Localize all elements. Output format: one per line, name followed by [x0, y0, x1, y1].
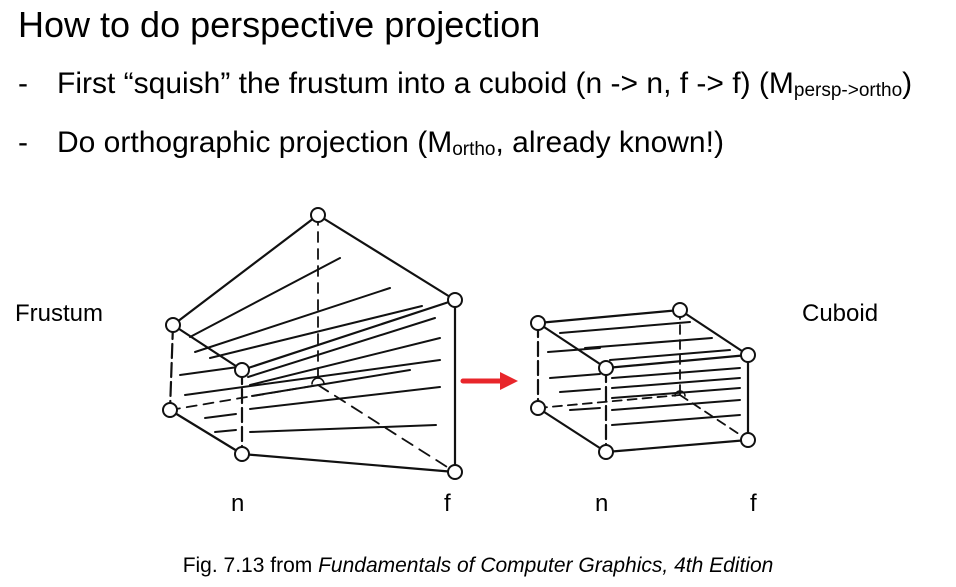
cuboid-vertex: [598, 360, 614, 376]
bullet-squish: - First “squish” the frustum into a cuboi…: [18, 66, 912, 102]
cuboid-hidden-edge: [679, 394, 749, 441]
bullet-subscript: ortho: [452, 139, 496, 160]
cuboid-hidden-edge: [537, 394, 681, 409]
cuboid-vertex: [598, 444, 614, 460]
frustum-edge: [240, 298, 457, 372]
bullet-ortho: - Do orthographic projection (Mortho, alr…: [18, 125, 724, 161]
figure-caption: Fig. 7.13 from Fundamentals of Computer …: [0, 553, 956, 579]
cuboid-near-label: n: [595, 490, 609, 517]
frustum-near-label: n: [231, 490, 245, 517]
frustum-vertex: [162, 402, 178, 418]
cuboid-vertex: [740, 347, 756, 363]
cuboid-edge: [536, 308, 682, 325]
frustum-edge: [240, 452, 457, 474]
bullet-dash: -: [18, 126, 28, 159]
cuboid-vertex: [530, 400, 546, 416]
cuboid-edge: [536, 406, 608, 454]
cuboid-vertex: [672, 302, 688, 318]
frustum-vertex: [310, 207, 326, 223]
cuboid-edge: [678, 308, 750, 357]
cuboid-back-marker: [674, 390, 686, 397]
cuboid-label: Cuboid: [802, 300, 879, 327]
frustum-label: Frustum: [15, 300, 104, 327]
cuboid-edge: [604, 438, 750, 454]
bullet-text-end: , already known!): [495, 126, 724, 159]
bullet-text-end: ): [902, 67, 913, 100]
frustum-edge: [171, 213, 320, 327]
frustum-hidden-edge: [317, 384, 456, 473]
cuboid-vertex: [530, 315, 546, 331]
cuboid-far-label: f: [750, 490, 757, 517]
cuboid-vertex: [740, 432, 756, 448]
frustum-drawing: [162, 207, 463, 480]
frustum-vertex: [165, 317, 181, 333]
frustum-vertex: [234, 362, 250, 378]
bullet-text: First “squish” the frustum into a cuboid…: [57, 67, 794, 100]
cuboid-vertices: [530, 302, 756, 460]
caption-book-title: Fundamentals of Computer Graphics, 4th E…: [318, 554, 774, 577]
bullet-subscript: persp->ortho: [793, 80, 903, 101]
slide-title: How to do perspective projection: [18, 4, 541, 45]
frustum-shading: [179, 257, 441, 433]
cuboid-shading: [547, 321, 741, 426]
frustum-vertex: [234, 446, 250, 462]
caption-prefix: Fig. 7.13 from: [182, 554, 319, 577]
cuboid-drawing: [530, 302, 756, 460]
cuboid-edge: [604, 353, 750, 370]
frustum-edge: [316, 213, 457, 302]
frustum-back-marker: [311, 377, 325, 385]
transform-arrow: [460, 372, 518, 390]
cuboid-edge: [536, 321, 608, 370]
bullet-dash: -: [18, 67, 28, 100]
frustum-edge: [168, 323, 175, 412]
frustum-vertex: [447, 292, 463, 308]
frustum-vertices: [162, 207, 463, 480]
frustum-edge: [168, 408, 244, 456]
bullet-text: Do orthographic projection (M: [57, 126, 453, 159]
frustum-far-label: f: [444, 490, 451, 517]
frustum-vertex: [447, 464, 463, 480]
